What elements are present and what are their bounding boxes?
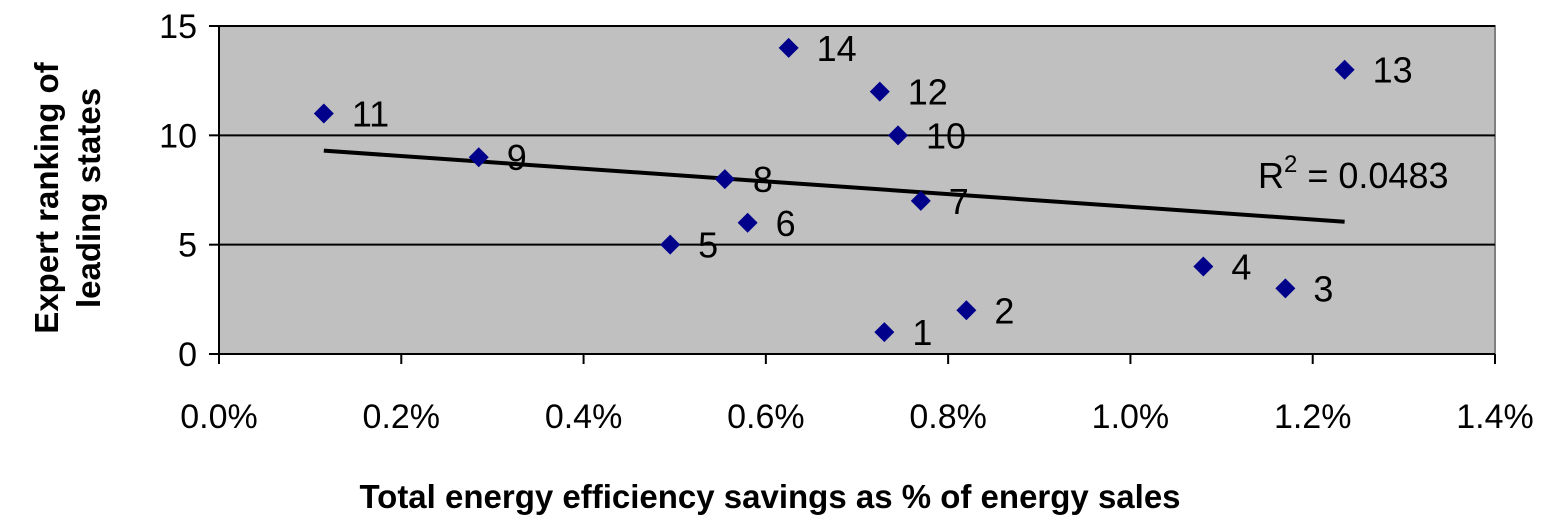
x-tick-label: 0.6% [727,398,805,436]
axes [209,25,1496,364]
data-point-2 [956,300,977,321]
y-tick-label: 10 [159,117,197,155]
y-tick-label: 5 [178,227,197,265]
r-squared-annotation: R2 = 0.0483 [1258,151,1449,196]
trendline [323,148,1345,224]
point-label-6: 6 [776,203,796,244]
y-axis-title: Expert ranking of leading states [28,61,107,333]
x-tick-label: 1.2% [1274,398,1352,436]
data-point-3 [1275,278,1296,299]
point-label-3: 3 [1313,268,1333,309]
point-label-8: 8 [753,159,773,200]
x-tick-label: 1.0% [1092,398,1170,436]
point-label-11: 11 [352,93,389,134]
point-label-7: 7 [949,181,969,222]
data-point-10 [888,125,909,146]
y-axis-title-line-1: Expert ranking of [28,61,65,333]
point-label-1: 1 [912,312,932,353]
data-point-8 [714,169,735,190]
data-points [313,37,1355,343]
y-axis-title-line-2: leading states [70,88,107,308]
data-point-12 [869,81,890,102]
x-tick-label: 0.4% [545,398,623,436]
data-point-6 [737,212,758,233]
point-label-12: 12 [908,72,948,113]
point-label-5: 5 [698,225,718,266]
data-point-1 [874,322,895,343]
plot-area [218,25,1496,355]
data-point-5 [660,234,681,255]
y-tick-label: 15 [159,8,197,46]
data-point-9 [468,147,489,168]
x-tick-label: 0.8% [909,398,987,436]
point-label-10: 10 [926,115,966,156]
x-tick-label: 1.4% [1456,398,1534,436]
point-label-9: 9 [507,137,527,178]
x-axis-title: Total energy efficiency savings as % of … [359,478,1180,515]
x-tick-label: 0.2% [363,398,441,436]
data-point-11 [313,103,334,124]
trendline-group [323,148,1345,224]
data-point-7 [910,190,931,211]
x-tick-label: 0.0% [180,398,258,436]
data-point-13 [1334,59,1355,80]
point-label-14: 14 [817,28,857,69]
point-label-13: 13 [1373,50,1413,91]
data-point-14 [778,37,799,58]
point-label-2: 2 [994,290,1014,331]
point-label-4: 4 [1231,247,1251,288]
data-point-4 [1193,256,1214,277]
y-tick-label: 0 [178,336,197,374]
grid-lines [219,25,1495,246]
